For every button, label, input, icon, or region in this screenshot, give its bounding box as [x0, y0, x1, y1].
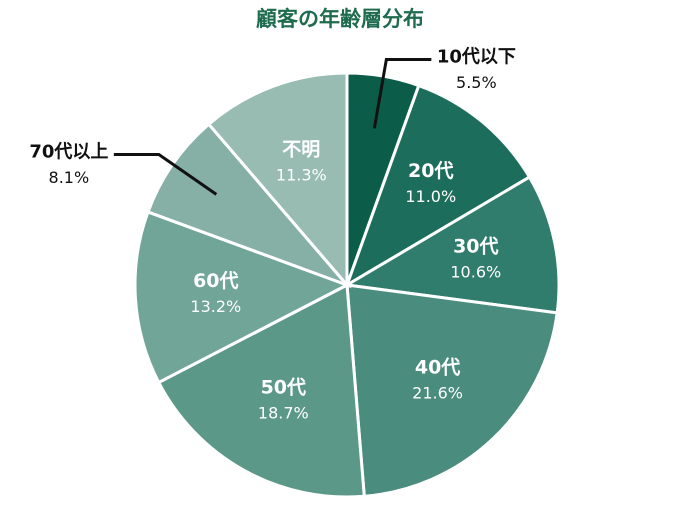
pie-slice: [344, 83, 532, 289]
slice-value: 18.7%: [258, 403, 309, 422]
leader-line: [372, 57, 432, 129]
slice-label: 50代: [261, 376, 306, 398]
slice-label: 30代: [453, 235, 498, 257]
slice-label: 不明: [282, 138, 320, 160]
slice-value: 11.0%: [405, 187, 456, 206]
slice-label: 70代以上: [29, 142, 108, 163]
slice-value: 13.2%: [190, 297, 241, 316]
leader-line: [113, 153, 218, 196]
pie-slice: [206, 71, 349, 290]
pie-slice: [342, 175, 561, 315]
pie-slice: [345, 283, 559, 498]
slice-value: 10.6%: [450, 262, 501, 281]
pie-slice: [133, 210, 351, 385]
chart-title: 顧客の年齢層分布: [256, 7, 424, 31]
slice-label: 10代以下: [437, 46, 516, 67]
slice-value: 21.6%: [412, 384, 463, 403]
slice-label: 20代: [408, 160, 453, 182]
slice-value: 5.5%: [456, 73, 497, 92]
slice-value: 11.3%: [276, 165, 327, 184]
slice-value: 8.1%: [49, 168, 90, 187]
slice-label: 40代: [415, 357, 460, 379]
pie-slice: [156, 282, 366, 499]
slice-label: 60代: [193, 270, 238, 292]
